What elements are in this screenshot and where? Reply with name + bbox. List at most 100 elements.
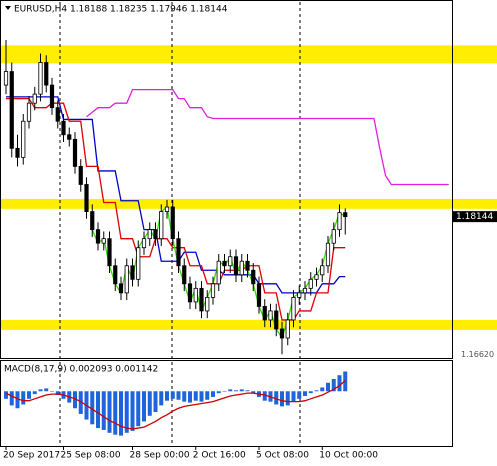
macd-bar — [337, 375, 342, 392]
candle-body — [153, 229, 158, 240]
macd-bar — [285, 391, 290, 406]
macd-bar — [326, 382, 330, 392]
x-tick-label: 28 Sep 00:00 — [130, 451, 190, 461]
zones-layer — [0, 45, 497, 330]
macd-bar — [27, 391, 31, 399]
macd-bar — [142, 391, 146, 422]
indicator-line — [6, 96, 346, 294]
indicator-line — [86, 88, 449, 186]
macd-bar — [245, 390, 250, 392]
candle-body — [15, 147, 20, 158]
macd-bar — [165, 391, 169, 401]
macd-bar — [124, 391, 129, 433]
candle-body — [268, 310, 273, 321]
candle-body — [61, 120, 66, 136]
macd-bar — [234, 390, 238, 392]
macd-bar — [314, 390, 319, 392]
candle-body — [199, 287, 204, 312]
candle-body — [320, 265, 325, 276]
macd-bar — [50, 391, 54, 392]
macd-bar — [274, 391, 279, 405]
candle-body — [182, 265, 187, 285]
chart-title: EURUSD,H4 1.18188 1.18235 1.17946 1.1814… — [14, 5, 228, 15]
candle-body — [285, 319, 290, 339]
macd-bar — [331, 378, 336, 392]
last-price-box — [453, 211, 497, 223]
candle-body — [222, 260, 227, 267]
candle-body — [38, 62, 43, 95]
candle-body — [228, 256, 233, 267]
macd-bar — [182, 391, 187, 402]
x-tick-label: 2 Oct 16:00 — [193, 451, 246, 461]
candle-body — [136, 247, 141, 280]
candle-body — [55, 107, 60, 122]
macd-bar — [199, 391, 204, 402]
macd-bar — [343, 371, 348, 392]
macd-bar — [9, 391, 14, 406]
candle-body — [193, 287, 198, 303]
header: EURUSD,H4 1.18188 1.18235 1.17946 1.1814… — [4, 5, 228, 375]
macd-bar — [320, 387, 325, 392]
candle-body — [95, 229, 101, 244]
candle-body — [84, 184, 89, 212]
session-separators — [59, 2, 301, 446]
candle-body — [21, 120, 26, 158]
macd-bar — [119, 391, 123, 436]
highlight-zone — [0, 319, 497, 330]
macd-bar — [78, 391, 83, 414]
candle-body — [101, 238, 106, 244]
candle-body — [159, 211, 164, 240]
candle-body — [262, 306, 267, 321]
candle-body — [124, 265, 129, 294]
candle-body — [325, 242, 331, 267]
macd-bar — [188, 391, 192, 403]
highlight-zone — [0, 45, 497, 64]
macd-bar — [222, 391, 227, 392]
candle-body — [343, 212, 348, 218]
macd-bar — [4, 391, 8, 399]
candle-body — [44, 62, 49, 86]
macd-bar — [239, 389, 244, 392]
candle-body — [107, 238, 112, 267]
candle-body — [187, 283, 193, 303]
main-frame — [0, 0, 453, 359]
candle-body — [210, 283, 216, 298]
macd-bar — [15, 391, 20, 409]
candle-body — [90, 211, 95, 231]
candle-body — [274, 310, 279, 330]
macd-bar — [251, 391, 256, 394]
candle-body — [279, 328, 285, 339]
marks-layer — [3, 39, 449, 436]
macd-bar — [130, 391, 135, 431]
macd-bar — [280, 391, 284, 407]
highlight-zone — [0, 198, 497, 209]
macd-bar — [170, 391, 175, 399]
last-price-label: 1.18144 — [456, 212, 493, 222]
macd-bar — [193, 391, 198, 401]
candle-body — [147, 229, 152, 240]
candle-body — [314, 274, 319, 280]
macd-bar — [147, 391, 152, 416]
candle-body — [302, 287, 308, 294]
candle-body — [118, 283, 124, 294]
grid-layer — [5, 447, 323, 450]
indicator-line — [6, 98, 346, 321]
macd-bar — [211, 391, 215, 397]
macd-bar — [228, 389, 233, 392]
macd-bar — [32, 391, 37, 395]
macd-bar — [291, 391, 296, 402]
candle-body — [256, 283, 262, 307]
macd-bar — [44, 388, 49, 392]
macd-title: MACD(8,17,9) 0.002093 0.001142 — [4, 365, 158, 375]
candle-body — [130, 265, 135, 280]
candle-body — [297, 292, 302, 298]
macd-bar — [38, 389, 43, 392]
macd-bar — [55, 391, 60, 396]
macd-bar — [303, 391, 307, 396]
macd-frame — [0, 360, 453, 447]
macd-bar — [90, 391, 95, 425]
x-tick-label: 5 Oct 08:00 — [256, 451, 309, 461]
candle-body — [67, 134, 72, 140]
